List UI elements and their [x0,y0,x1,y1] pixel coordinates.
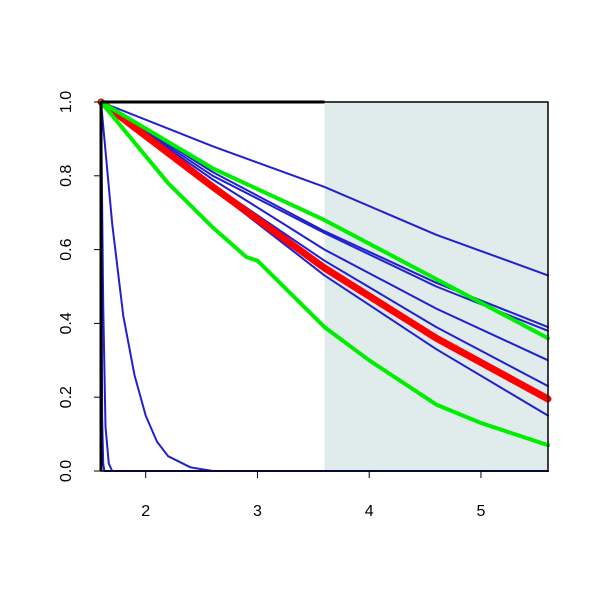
series-line-9 [99,100,550,448]
y-tick-label-1: 0.0 [58,460,75,482]
y-tick-label-2: 0.2 [58,386,75,408]
series-line-3 [100,101,549,332]
series-line-10 [100,101,549,472]
x-tick-label-1: 2 [141,503,150,520]
series-line-4 [100,101,549,362]
series-line-7 [97,98,552,403]
x-tick-label-4: 5 [476,503,485,520]
y-tick-label-3: 0.4 [58,312,75,334]
y-tick-label-4: 0.6 [58,238,75,260]
x-tick-label-2: 3 [253,503,262,520]
x-tick-label-3: 4 [365,503,374,520]
y-tick-label-5: 0.8 [58,165,75,187]
series-line-1 [100,101,549,277]
series-line-8 [99,100,550,341]
y-tick-label-6: 1.0 [58,91,75,113]
